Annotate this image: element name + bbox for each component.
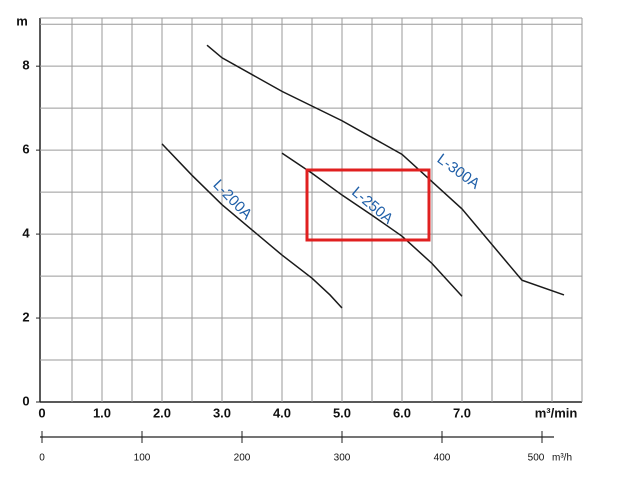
y-tick-label: 0 — [22, 393, 29, 408]
y-axis-label: m — [16, 13, 28, 28]
x2-axis-label: m³/h — [552, 453, 572, 464]
y-tick-label: 6 — [22, 142, 29, 157]
x-tick-label: 0 — [38, 405, 45, 420]
y-tick-label: 4 — [22, 226, 30, 241]
x-tick-label: 3.0 — [213, 405, 231, 420]
x-tick-label: 1.0 — [93, 405, 111, 420]
x-tick-label: 7.0 — [453, 405, 471, 420]
curve — [281, 152, 463, 297]
y-tick-label: 8 — [22, 58, 29, 73]
curve — [161, 143, 343, 309]
plot: 0 1.0 2.0 3.0 4.0 5.0 6.0 7.0 0 2 4 6 8 0 100 200 300 400… — [22, 17, 583, 464]
x2-tick-label: 300 — [334, 453, 351, 464]
x-axis-label: m³/min — [535, 405, 578, 420]
curve-label: L-300A — [434, 150, 483, 192]
x-tick-label: 5.0 — [333, 405, 351, 420]
x-tick-label: 2.0 — [153, 405, 171, 420]
highlight-box — [305, 168, 431, 242]
x2-tick-label: 100 — [134, 453, 151, 464]
x2-tick-label: 0 — [39, 453, 45, 464]
curve — [206, 44, 565, 296]
x-tick-label: 4.0 — [273, 405, 291, 420]
x-tick-label: 6.0 — [393, 405, 411, 420]
x2-tick-label: 500 — [528, 453, 545, 464]
y-tick-label: 2 — [22, 309, 29, 324]
x2-tick-label: 200 — [234, 453, 251, 464]
x2-tick-label: 400 — [434, 453, 451, 464]
